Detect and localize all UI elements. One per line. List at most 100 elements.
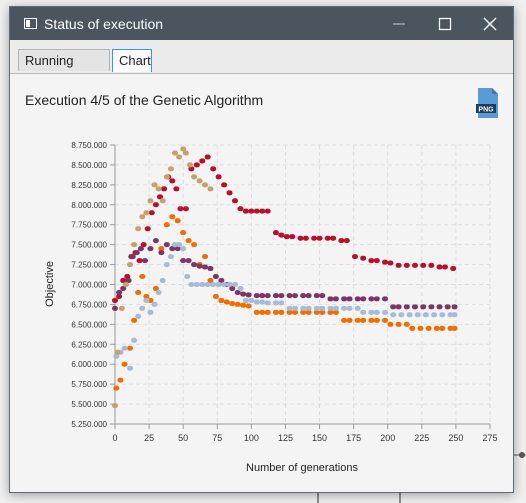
data-point xyxy=(142,258,148,264)
data-point xyxy=(286,305,293,311)
data-point xyxy=(152,202,159,208)
data-point xyxy=(259,293,266,299)
minimize-button[interactable] xyxy=(376,7,422,40)
data-point xyxy=(451,312,458,318)
data-point xyxy=(354,296,361,302)
data-point xyxy=(368,258,375,264)
data-point xyxy=(420,304,427,310)
data-point xyxy=(127,345,133,351)
data-point xyxy=(121,361,128,367)
data-point xyxy=(215,174,222,180)
chart-points xyxy=(112,146,458,409)
data-point xyxy=(180,230,187,236)
data-point xyxy=(387,260,394,266)
data-point xyxy=(127,365,133,371)
data-point xyxy=(278,300,285,306)
data-point xyxy=(444,304,451,310)
data-point xyxy=(148,210,155,216)
data-point xyxy=(191,262,198,268)
data-point xyxy=(223,299,230,305)
data-point xyxy=(387,321,394,327)
data-point xyxy=(278,293,285,299)
data-point xyxy=(113,353,120,359)
data-point xyxy=(240,302,247,308)
data-point xyxy=(442,264,448,270)
data-point xyxy=(390,304,397,310)
data-point xyxy=(272,309,279,315)
data-point xyxy=(174,218,181,224)
data-point xyxy=(278,309,285,315)
y-tick-label: 6.250.000 xyxy=(71,340,107,349)
data-point xyxy=(431,312,438,318)
data-point xyxy=(120,285,127,291)
x-axis-label: Number of generations xyxy=(246,462,358,474)
data-point xyxy=(338,238,345,244)
data-point xyxy=(253,293,260,299)
data-point xyxy=(185,258,192,264)
data-point xyxy=(112,297,118,303)
data-point xyxy=(169,246,176,252)
data-point xyxy=(259,208,266,214)
data-point xyxy=(207,186,214,192)
png-icon-label: PNG xyxy=(478,106,494,113)
tab-chart[interactable]: Chart xyxy=(112,49,152,72)
y-axis-label: Objective xyxy=(44,261,56,307)
data-point xyxy=(127,262,133,268)
close-button[interactable] xyxy=(467,7,513,40)
data-point xyxy=(182,206,189,212)
data-point xyxy=(226,190,233,196)
data-point xyxy=(155,186,162,192)
data-point xyxy=(169,214,176,220)
data-point xyxy=(286,293,293,299)
data-point xyxy=(196,263,203,269)
data-point xyxy=(264,293,271,299)
data-point xyxy=(112,403,118,409)
data-point xyxy=(159,278,166,284)
data-point xyxy=(167,166,174,172)
data-point xyxy=(346,305,353,311)
title-bar[interactable]: Status of execution xyxy=(10,7,513,40)
y-tick-label: 5.750.000 xyxy=(71,380,107,389)
data-point xyxy=(245,303,252,309)
data-point xyxy=(332,296,339,302)
data-point xyxy=(346,317,353,323)
data-point xyxy=(207,278,214,284)
png-file-icon[interactable]: PNG xyxy=(476,87,500,119)
data-point xyxy=(341,317,348,323)
data-point xyxy=(264,300,271,306)
data-point xyxy=(311,235,318,241)
data-point xyxy=(428,304,435,310)
data-point xyxy=(202,182,208,188)
data-point xyxy=(116,293,123,299)
data-point xyxy=(360,255,367,261)
data-point xyxy=(327,305,334,311)
data-point xyxy=(352,254,358,260)
data-point xyxy=(382,317,388,323)
maximize-button[interactable] xyxy=(422,7,468,40)
data-point xyxy=(234,301,241,307)
data-point xyxy=(319,309,326,315)
data-point xyxy=(180,146,187,152)
window-title: Status of execution xyxy=(44,16,164,32)
data-point xyxy=(403,262,410,268)
y-tick-label: 7.500.000 xyxy=(71,241,107,250)
data-point xyxy=(187,162,193,168)
data-point xyxy=(433,325,440,331)
data-point xyxy=(143,297,150,303)
tab-running-status[interactable]: Running Status xyxy=(18,49,110,90)
data-point xyxy=(346,296,353,302)
data-point xyxy=(144,226,151,232)
data-point xyxy=(232,198,238,204)
chart-title: Execution 4/5 of the Genetic Algorithm xyxy=(25,92,264,108)
data-point xyxy=(159,198,166,204)
y-tick-label: 6.500.000 xyxy=(71,320,107,329)
data-point xyxy=(215,282,222,287)
data-point xyxy=(319,293,326,299)
y-tick-label: 7.000.000 xyxy=(71,281,107,290)
data-point xyxy=(143,293,150,299)
data-point xyxy=(412,262,418,268)
data-point xyxy=(202,254,208,260)
data-point xyxy=(112,305,118,311)
data-point xyxy=(188,282,195,287)
data-point xyxy=(292,305,298,311)
